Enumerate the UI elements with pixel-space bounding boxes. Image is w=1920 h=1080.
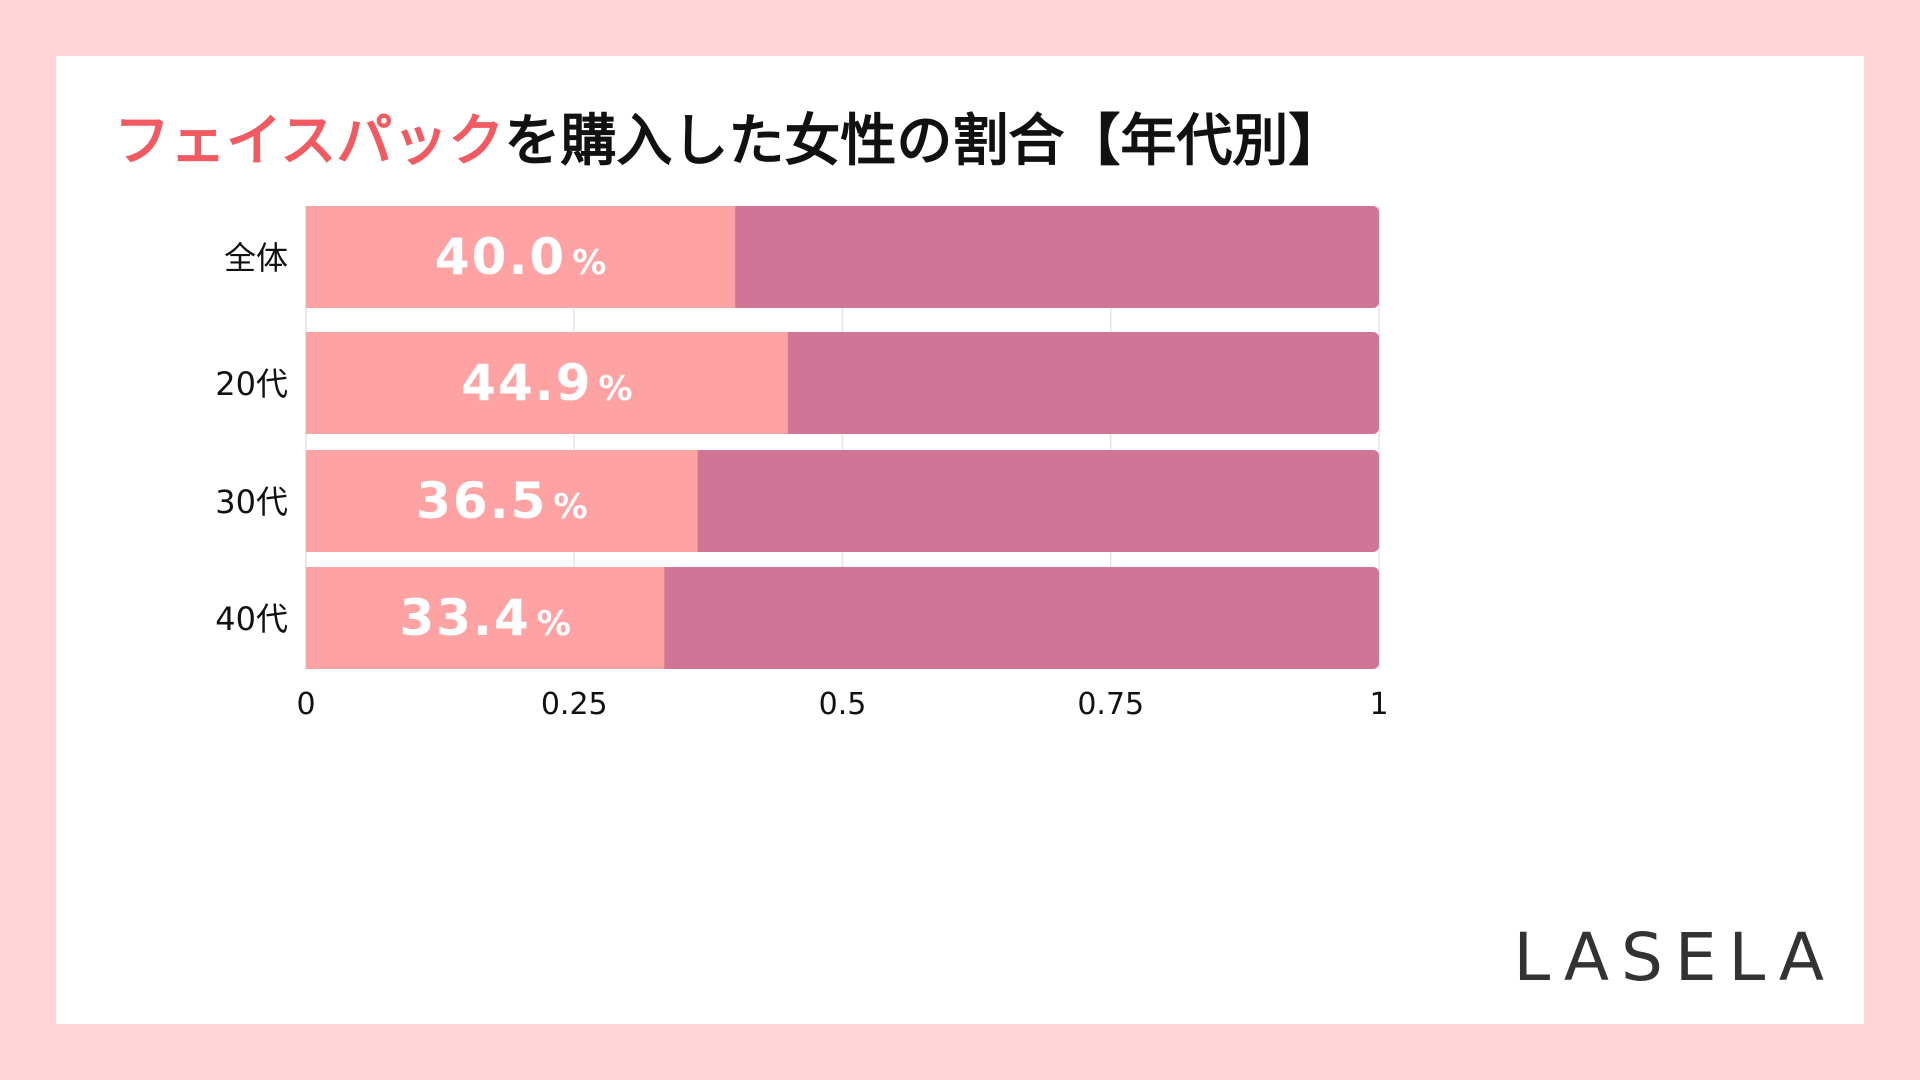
category-label: 40代 — [215, 600, 288, 638]
brand-logo: LASELA — [1513, 919, 1836, 996]
chart-title: フェイスパックを購入した女性の割合【年代別】 — [114, 108, 1344, 175]
value-label: 36.5% — [416, 472, 587, 530]
x-tick-label: 1 — [1369, 687, 1388, 722]
bar-value — [306, 206, 736, 308]
category-label: 20代 — [215, 365, 288, 403]
bar-chart: 全体 40.0 % 20代 44.9 % 30代 36.5 % 40代 33.4 % 0 0.25 0.5 0… — [215, 206, 1389, 722]
value-label: 40.0% — [435, 228, 606, 286]
x-tick-label: 0.75 — [1077, 687, 1144, 722]
category-label: 全体 — [224, 239, 288, 277]
chart-title-highlight: フェイスパック — [114, 109, 505, 174]
x-tick-label: 0.25 — [541, 687, 608, 722]
chart-title-rest: を購入した女性の割合【年代別】 — [504, 109, 1345, 174]
chart-panel: フェイスパックを購入した女性の割合【年代別】 全体 40.0% 20代 44.9% 30… — [56, 56, 1864, 1024]
bar-value — [306, 450, 698, 552]
category-label: 30代 — [215, 483, 288, 521]
x-tick-label: 0 — [296, 687, 315, 722]
bar-value — [306, 332, 788, 434]
value-label: 33.4% — [399, 589, 570, 647]
bar-value — [306, 567, 665, 669]
x-tick-label: 0.5 — [819, 687, 867, 722]
value-label: 44.9% — [461, 354, 632, 412]
